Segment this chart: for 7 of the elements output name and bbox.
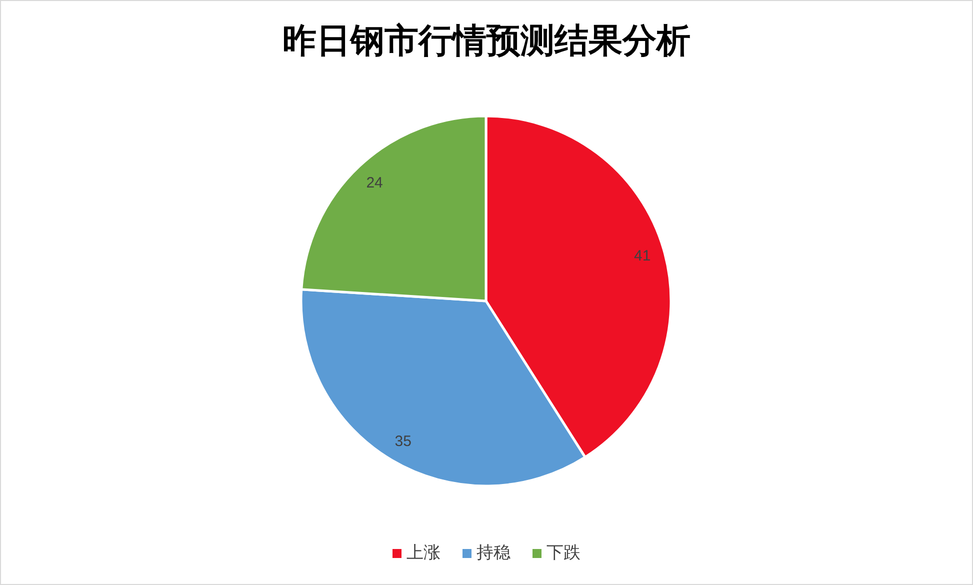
chart-title: 昨日钢市行情预测结果分析 [282, 21, 690, 61]
data-label: 24 [366, 174, 383, 192]
legend-label: 持稳 [476, 543, 510, 563]
legend-label: 下跌 [546, 543, 580, 563]
data-label: 41 [634, 248, 651, 265]
legend-label: 上涨 [406, 543, 440, 563]
data-label: 35 [394, 433, 412, 450]
